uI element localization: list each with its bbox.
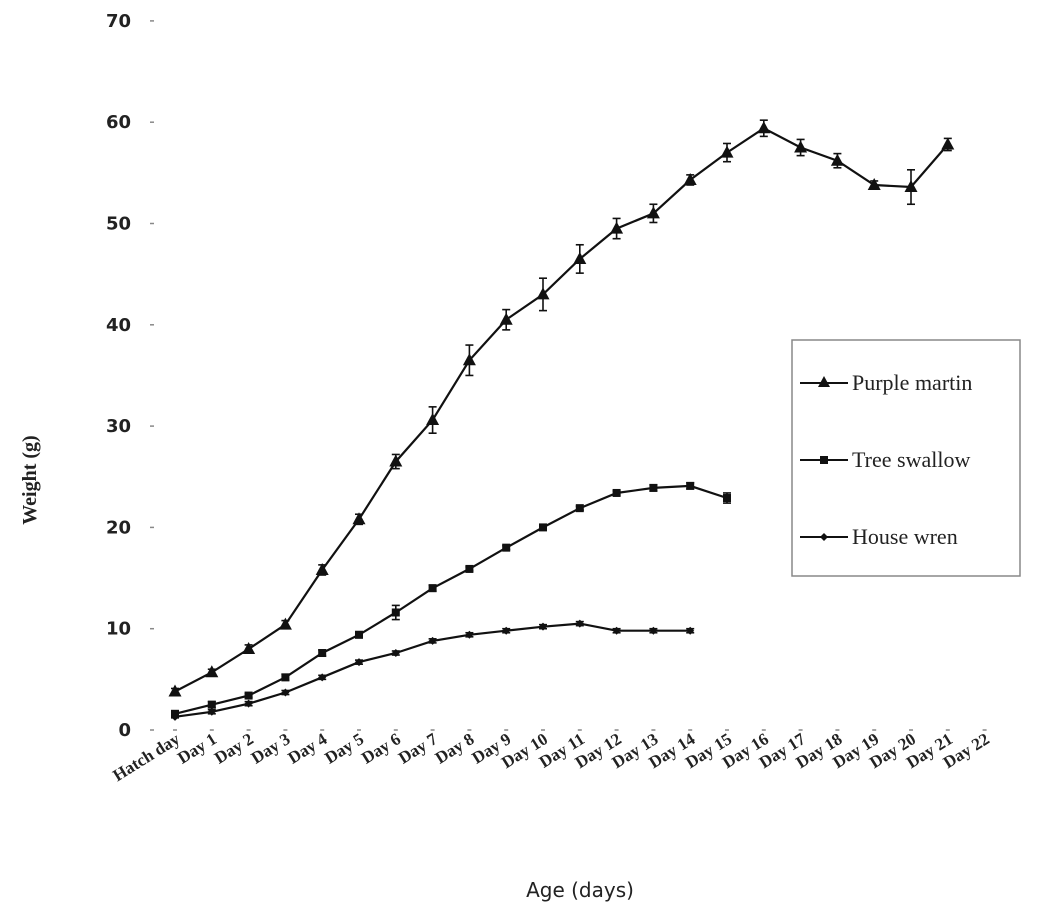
x-tick-label: Day 4 [285, 729, 331, 768]
data-point-tree-swallow [575, 504, 584, 513]
x-tick-label: Day 6 [358, 729, 404, 767]
data-point-house-wren [207, 707, 216, 716]
data-point-tree-swallow [649, 483, 658, 492]
y-tick-label: 0 [118, 720, 131, 741]
legend-marker-house-wren [820, 533, 828, 541]
data-point-purple-martin [168, 684, 182, 697]
data-point-house-wren [428, 636, 437, 645]
data-point-purple-martin [205, 665, 219, 678]
data-point-purple-martin [867, 178, 881, 191]
data-point-purple-martin [683, 172, 697, 185]
x-tick-label: Day 1 [174, 729, 220, 767]
legend-marker-tree-swallow [820, 456, 828, 464]
data-point-tree-swallow [539, 523, 547, 532]
series-layer [168, 119, 955, 721]
x-tick-label: Day 7 [395, 729, 441, 768]
data-point-house-wren [686, 626, 695, 635]
data-point-tree-swallow [207, 700, 216, 709]
y-tick-label: 20 [106, 517, 131, 538]
data-point-purple-martin [426, 413, 440, 426]
data-point-purple-martin [941, 137, 955, 150]
y-axis-ticks: 0 10 20 30 40 50 60 70 [106, 11, 154, 741]
data-point-purple-martin [573, 251, 587, 264]
data-point-purple-martin [462, 353, 476, 366]
data-point-house-wren [171, 712, 179, 721]
y-tick-label: 50 [106, 214, 131, 235]
legend: Purple martin Tree swallow House wren [791, 339, 1021, 577]
data-point-tree-swallow [502, 543, 511, 552]
data-point-purple-martin [904, 180, 918, 193]
data-point-tree-swallow [281, 673, 290, 682]
legend-label-house-wren: House wren [852, 524, 958, 549]
series-line-tree-swallow [174, 484, 728, 715]
data-point-tree-swallow [686, 481, 695, 490]
data-point-house-wren [355, 658, 363, 667]
series-purple-martin [168, 119, 955, 697]
data-point-purple-martin [315, 562, 329, 575]
data-point-tree-swallow [318, 649, 327, 658]
data-point-tree-swallow [612, 488, 621, 497]
data-point-house-wren [281, 688, 290, 697]
y-tick-label: 70 [106, 11, 131, 32]
data-point-tree-swallow [428, 584, 437, 593]
x-tick-label: Day 3 [248, 729, 294, 767]
data-point-tree-swallow [244, 691, 253, 700]
series-house-wren [171, 619, 695, 721]
legend-marker-purple-martin [818, 376, 830, 387]
data-point-purple-martin [352, 512, 366, 525]
data-point-purple-martin [720, 145, 734, 158]
data-point-tree-swallow [723, 494, 731, 503]
series-line-purple-martin [174, 127, 949, 693]
data-point-house-wren [244, 699, 253, 708]
data-point-purple-martin [389, 454, 403, 467]
x-tick-label: Day 8 [432, 729, 478, 767]
data-point-tree-swallow [391, 608, 400, 617]
data-point-house-wren [612, 626, 621, 635]
data-point-purple-martin [757, 121, 771, 134]
y-tick-label: 30 [106, 416, 131, 437]
data-point-house-wren [539, 622, 547, 631]
data-point-purple-martin [242, 641, 256, 654]
data-point-house-wren [649, 626, 658, 635]
data-point-house-wren [465, 630, 474, 639]
y-tick-label: 40 [106, 315, 131, 336]
data-point-house-wren [575, 619, 584, 628]
data-point-house-wren [318, 673, 327, 682]
data-point-house-wren [391, 649, 400, 658]
legend-label-tree-swallow: Tree swallow [852, 447, 970, 472]
legend-label-purple-martin: Purple martin [852, 370, 972, 395]
data-point-purple-martin [794, 140, 808, 153]
data-point-tree-swallow [355, 630, 363, 639]
x-axis-title: Age (days) [526, 878, 634, 902]
x-tick-label: Day 5 [321, 729, 367, 767]
y-axis-title: Weight (g) [19, 435, 41, 524]
data-point-tree-swallow [465, 564, 474, 573]
data-point-purple-martin [499, 312, 513, 325]
data-point-purple-martin [610, 221, 624, 234]
data-point-purple-martin [830, 153, 844, 166]
data-point-purple-martin [536, 287, 550, 300]
x-tick-label: Day 2 [211, 729, 257, 767]
y-tick-label: 60 [106, 112, 131, 133]
series-tree-swallow [171, 481, 731, 718]
y-tick-label: 10 [106, 619, 131, 640]
data-point-purple-martin [646, 206, 660, 219]
data-point-purple-martin [278, 617, 292, 630]
data-point-house-wren [502, 626, 511, 635]
